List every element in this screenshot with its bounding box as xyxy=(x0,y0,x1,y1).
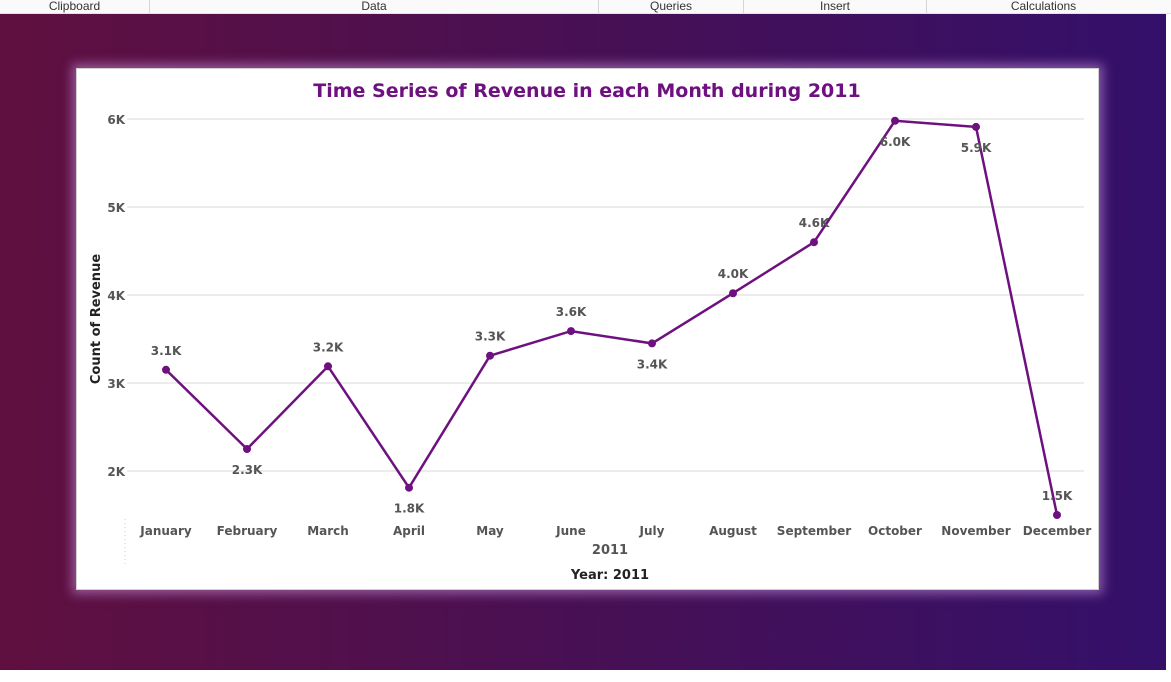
x-tick-label: March xyxy=(307,524,349,538)
ribbon-group-data[interactable]: Data xyxy=(150,0,599,13)
x-tick-label: December xyxy=(1023,524,1092,538)
data-point[interactable] xyxy=(243,445,251,453)
y-tick-label: 6K xyxy=(107,113,125,127)
data-label: 3.2K xyxy=(313,340,344,354)
x-tick-label: November xyxy=(941,524,1010,538)
line-chart-visual[interactable]: Time Series of Revenue in each Month dur… xyxy=(76,68,1099,590)
data-point[interactable] xyxy=(810,238,818,247)
x-tick-label: July xyxy=(639,524,665,538)
data-points xyxy=(162,116,1061,519)
x-tick-label: October xyxy=(868,524,922,538)
x-tick-label: January xyxy=(139,524,192,538)
data-point[interactable] xyxy=(405,483,413,492)
ribbon-group-insert[interactable]: Insert xyxy=(744,0,927,13)
data-label: 1.5K xyxy=(1042,489,1073,503)
data-point[interactable] xyxy=(891,116,899,125)
x-tick-label: August xyxy=(709,524,757,538)
revenue-line-chart: Time Series of Revenue in each Month dur… xyxy=(89,80,1091,583)
ribbon-group-bar: Clipboard Data Queries Insert Calculatio… xyxy=(0,0,1171,14)
y-tick-label: 4K xyxy=(107,289,125,303)
revenue-series-line xyxy=(165,119,1059,516)
data-point[interactable] xyxy=(324,362,332,371)
data-label: 3.3K xyxy=(475,330,506,344)
data-point[interactable] xyxy=(567,327,575,336)
data-label: 3.6K xyxy=(556,305,587,319)
data-point[interactable] xyxy=(1053,511,1061,519)
data-point[interactable] xyxy=(729,289,737,298)
y-tick-label: 3K xyxy=(107,377,125,391)
data-label: 3.1K xyxy=(151,344,182,358)
data-point[interactable] xyxy=(972,122,980,131)
data-point[interactable] xyxy=(486,351,494,360)
y-tick-label: 2K xyxy=(107,465,125,479)
x-tick-label: April xyxy=(393,524,425,538)
y-axis-title: Count of Revenue xyxy=(89,254,104,384)
chart-gridlines xyxy=(127,118,1084,472)
x-tick-label: September xyxy=(777,524,851,538)
x-axis-year-label: 2011 xyxy=(592,543,628,558)
x-tick-label: May xyxy=(476,524,504,538)
ribbon-group-clipboard[interactable]: Clipboard xyxy=(0,0,150,13)
x-axis-ticks: January February March April May June July Augu… xyxy=(139,524,1091,538)
data-point[interactable] xyxy=(162,365,170,374)
y-tick-label: 5K xyxy=(107,201,125,215)
data-label: 3.4K xyxy=(637,357,668,371)
x-tick-label: June xyxy=(555,524,586,538)
data-labels: 3.1K 2.3K 3.2K 1.8K 3.3K 3.6K 3.4K 4.0K 4.6K 6.0K… xyxy=(151,135,1073,516)
data-label: 6.0K xyxy=(880,135,911,149)
data-label: 5.9K xyxy=(961,141,992,155)
ribbon-group-queries[interactable]: Queries xyxy=(599,0,744,13)
x-axis-title: Year: 2011 xyxy=(570,568,649,583)
data-label: 2.3K xyxy=(232,463,263,477)
ribbon-group-calculations[interactable]: Calculations xyxy=(1010,0,1077,13)
data-point[interactable] xyxy=(648,339,656,348)
data-label: 4.6K xyxy=(799,216,830,230)
data-label: 4.0K xyxy=(718,267,749,281)
chart-title: Time Series of Revenue in each Month dur… xyxy=(313,80,860,102)
data-label: 1.8K xyxy=(394,502,425,516)
x-tick-label: February xyxy=(217,524,278,538)
y-axis-ticks: 2K 3K 4K 5K 6K xyxy=(107,113,125,479)
canvas-edge xyxy=(1166,14,1171,670)
